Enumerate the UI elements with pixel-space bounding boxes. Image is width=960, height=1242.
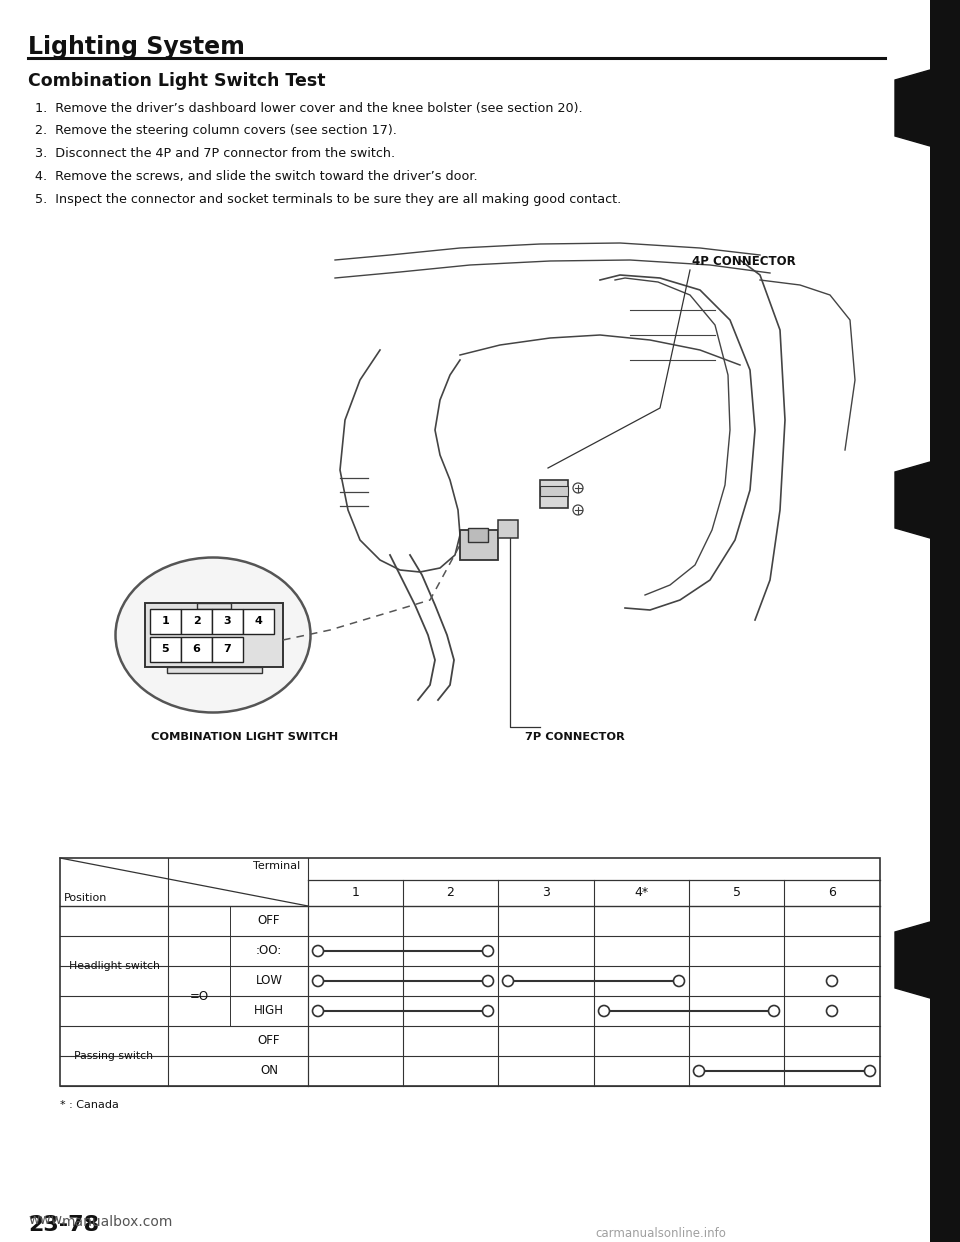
Circle shape xyxy=(573,505,583,515)
Text: 3: 3 xyxy=(224,616,231,626)
Text: 1.  Remove the driver’s dashboard lower cover and the knee bolster (see section : 1. Remove the driver’s dashboard lower c… xyxy=(35,102,583,116)
Circle shape xyxy=(483,945,493,956)
Bar xyxy=(60,858,880,1086)
Text: Passing switch: Passing switch xyxy=(75,1051,154,1061)
FancyBboxPatch shape xyxy=(468,528,488,542)
Text: HIGH: HIGH xyxy=(254,1005,284,1017)
Bar xyxy=(243,609,274,633)
Circle shape xyxy=(573,483,583,493)
Text: * : Canada: * : Canada xyxy=(60,1100,119,1110)
Bar xyxy=(181,609,212,633)
Text: www.: www. xyxy=(28,1213,65,1227)
Polygon shape xyxy=(895,922,930,999)
Circle shape xyxy=(693,1066,705,1077)
Circle shape xyxy=(313,975,324,986)
Text: 5: 5 xyxy=(161,645,169,655)
FancyBboxPatch shape xyxy=(540,479,568,508)
Text: OFF: OFF xyxy=(257,1035,280,1047)
FancyBboxPatch shape xyxy=(167,667,262,673)
Text: 4P CONNECTOR: 4P CONNECTOR xyxy=(692,255,796,268)
Bar xyxy=(930,0,960,1242)
Text: OFF: OFF xyxy=(257,914,280,928)
Text: 6: 6 xyxy=(828,887,836,899)
Circle shape xyxy=(502,975,514,986)
Text: Combination Light Switch Test: Combination Light Switch Test xyxy=(28,72,325,89)
Text: Position: Position xyxy=(64,893,108,903)
Circle shape xyxy=(313,1006,324,1016)
Circle shape xyxy=(483,975,493,986)
FancyBboxPatch shape xyxy=(145,604,283,667)
Text: Terminal: Terminal xyxy=(252,861,300,871)
Circle shape xyxy=(865,1066,876,1077)
Bar xyxy=(150,609,181,633)
Bar xyxy=(181,637,212,662)
Text: 1: 1 xyxy=(351,887,359,899)
Text: 4: 4 xyxy=(254,616,262,626)
Text: 2.  Remove the steering column covers (see section 17).: 2. Remove the steering column covers (se… xyxy=(35,124,396,137)
Bar xyxy=(212,609,243,633)
Text: LOW: LOW xyxy=(255,975,282,987)
Circle shape xyxy=(674,975,684,986)
Polygon shape xyxy=(895,70,930,147)
Text: COMBINATION LIGHT SWITCH: COMBINATION LIGHT SWITCH xyxy=(152,732,339,741)
Text: 3.  Disconnect the 4P and 7P connector from the switch.: 3. Disconnect the 4P and 7P connector fr… xyxy=(35,147,396,160)
Text: 2: 2 xyxy=(193,616,201,626)
Circle shape xyxy=(769,1006,780,1016)
Text: 4*: 4* xyxy=(635,887,649,899)
Bar xyxy=(212,637,243,662)
Circle shape xyxy=(313,945,324,956)
Bar xyxy=(150,637,181,662)
FancyBboxPatch shape xyxy=(460,530,498,560)
Text: 3: 3 xyxy=(542,887,550,899)
Text: Lighting System: Lighting System xyxy=(28,35,245,60)
Text: 5: 5 xyxy=(732,887,740,899)
Text: manualbox.com: manualbox.com xyxy=(62,1215,174,1230)
Text: 6: 6 xyxy=(193,645,201,655)
Text: ON: ON xyxy=(260,1064,278,1078)
Text: 7: 7 xyxy=(224,645,231,655)
Text: :OO:: :OO: xyxy=(256,944,282,958)
Text: 4.  Remove the screws, and slide the switch toward the driver’s door.: 4. Remove the screws, and slide the swit… xyxy=(35,170,478,183)
Text: 7P CONNECTOR: 7P CONNECTOR xyxy=(525,732,625,741)
Text: Headlight switch: Headlight switch xyxy=(68,961,159,971)
Text: 2: 2 xyxy=(446,887,454,899)
FancyBboxPatch shape xyxy=(498,520,518,538)
Text: 23-78: 23-78 xyxy=(28,1215,99,1235)
FancyBboxPatch shape xyxy=(540,486,568,496)
FancyBboxPatch shape xyxy=(197,604,231,609)
Text: carmanualsonline.info: carmanualsonline.info xyxy=(595,1227,726,1240)
Ellipse shape xyxy=(115,558,310,713)
Polygon shape xyxy=(895,462,930,538)
Text: 1: 1 xyxy=(161,616,169,626)
Text: =O: =O xyxy=(189,990,208,1002)
Circle shape xyxy=(598,1006,610,1016)
Circle shape xyxy=(483,1006,493,1016)
Text: 5.  Inspect the connector and socket terminals to be sure they are all making go: 5. Inspect the connector and socket term… xyxy=(35,193,621,206)
